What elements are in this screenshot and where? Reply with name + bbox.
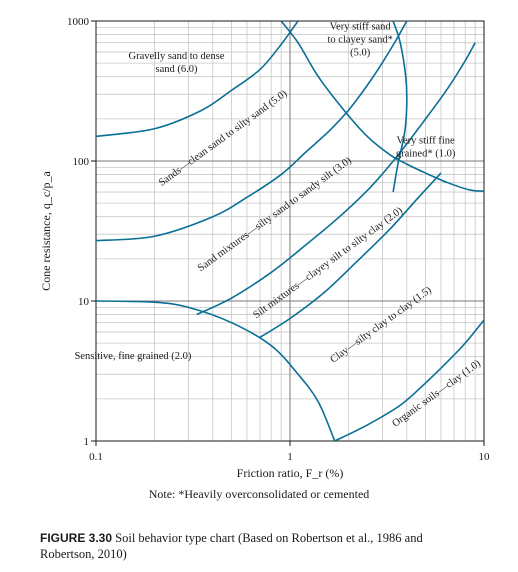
y-tick-label: 10 <box>78 296 90 308</box>
zone-label-6: Sands—clean sand to silty sand (5.0) <box>157 88 290 189</box>
zone-label-8: Very stiff sand to clayey sand* (5.0) <box>328 22 393 59</box>
boundary-b-zone2-upper <box>96 300 336 441</box>
zone-label-line: Gravelly sand to dense <box>129 51 225 62</box>
zone-label-line: Sensitive, fine grained (2.0) <box>74 351 191 362</box>
x-axis-label: Friction ratio, F_r (%) <box>237 466 344 480</box>
zone-label-text: Organic soils—clay (1.0) <box>390 358 483 430</box>
boundary-b-zone5-upper <box>96 21 408 242</box>
zone-boundaries <box>96 21 484 441</box>
zone-label-9: Very stiff fine grained* (1.0) <box>396 135 456 159</box>
zone-label-text: Sands—clean sand to silty sand (5.0) <box>157 88 290 189</box>
zone-label-line: Very stiff sand <box>330 22 392 33</box>
zone-label-line: grained* (1.0) <box>396 148 456 159</box>
grid-lines <box>95 20 485 442</box>
x-tick-label: 0.1 <box>89 451 103 463</box>
x-tick-label: 10 <box>479 451 491 463</box>
y-tick-label: 1000 <box>67 16 90 28</box>
zone-label-text: Clay—silty clay to clay (1.5) <box>328 285 434 366</box>
y-tick-label: 1 <box>84 436 90 448</box>
zone-label-3: Clay—silty clay to clay (1.5) <box>328 285 434 366</box>
boundary-b-zone6-upper <box>96 21 299 138</box>
zone-label-7: Gravelly sand to dense sand (6.0) <box>129 51 225 75</box>
zone-label-line: Very stiff fine <box>397 135 455 146</box>
zone-label-line: to clayey sand* <box>328 35 393 46</box>
zone-label-line: (5.0) <box>350 48 371 59</box>
zone-label-1: Sensitive, fine grained (2.0) <box>74 351 191 362</box>
y-axis-label: Cone resistance, q_c/p_a <box>39 171 53 291</box>
figure-label: FIGURE 3.30 <box>40 531 113 545</box>
chart-note: Note: *Heavily overconsolidated or cemen… <box>148 487 370 501</box>
x-tick-label: 1 <box>287 451 293 463</box>
y-tick-label: 100 <box>73 156 90 168</box>
zone-label-2: Organic soils—clay (1.0) <box>390 358 483 430</box>
boundary-b-zone4-upper <box>196 42 476 316</box>
zone-label-line: sand (6.0) <box>156 64 198 75</box>
boundary-b-zone9-left <box>392 21 408 193</box>
boundary-b-zone9-lower <box>280 21 484 192</box>
boundary-b-zone3-upper <box>259 172 442 339</box>
boundary-b-zone1-upper <box>334 319 484 441</box>
figure-caption: FIGURE 3.30 Soil behavior type chart (Ba… <box>40 530 480 562</box>
figure-caption-text: Soil behavior type chart (Based on Rober… <box>40 531 423 561</box>
